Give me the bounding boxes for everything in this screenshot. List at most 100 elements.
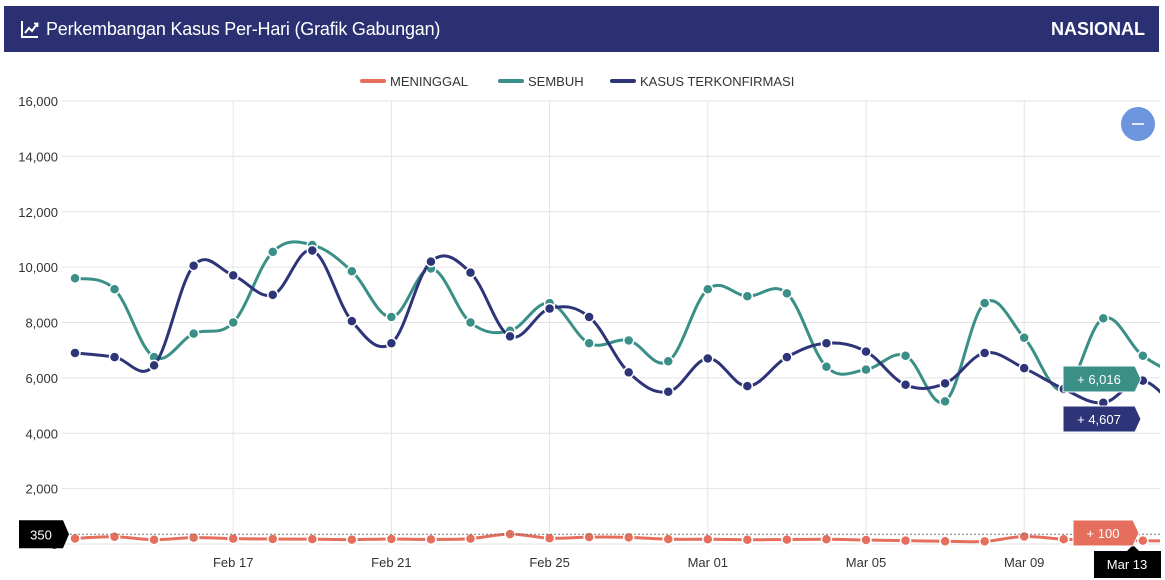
data-point-kasus-terkonfirmasi[interactable] <box>385 337 398 350</box>
data-point-kasus-terkonfirmasi[interactable] <box>860 345 872 358</box>
data-point-meninggal[interactable] <box>978 535 991 548</box>
data-point-meninggal[interactable] <box>860 534 872 546</box>
data-point-kasus-terkonfirmasi[interactable] <box>464 266 477 279</box>
data-point-sembuh[interactable] <box>899 349 912 362</box>
data-point-meninggal[interactable] <box>939 535 951 547</box>
x-tick-label: Feb 17 <box>213 555 253 570</box>
crosshair-x-label-box <box>1094 545 1161 578</box>
data-point-kasus-terkonfirmasi[interactable] <box>69 347 81 359</box>
x-tick-label: Feb 21 <box>371 555 411 570</box>
data-point-sembuh[interactable] <box>662 355 674 368</box>
data-point-sembuh[interactable] <box>1097 312 1110 325</box>
y-tick-label: 6,000 <box>25 371 58 386</box>
data-point-sembuh[interactable] <box>346 265 358 278</box>
legend-label[interactable]: MENINGGAL <box>390 74 468 89</box>
data-point-meninggal[interactable] <box>346 533 358 546</box>
y-tick-label: 2,000 <box>25 482 58 497</box>
chart-header: Perkembangan Kasus Per-Hari (Grafik Gabu… <box>4 6 1159 52</box>
data-point-sembuh[interactable] <box>781 287 793 300</box>
data-point-sembuh[interactable] <box>820 361 833 373</box>
data-point-kasus-terkonfirmasi[interactable] <box>425 255 437 268</box>
data-point-meninggal[interactable] <box>227 532 239 545</box>
data-point-meninggal[interactable] <box>622 531 635 544</box>
data-point-kasus-terkonfirmasi[interactable] <box>939 377 951 390</box>
legend-label[interactable]: SEMBUH <box>528 74 584 89</box>
data-point-meninggal[interactable] <box>899 534 912 547</box>
data-point-sembuh[interactable] <box>741 290 754 302</box>
data-point-sembuh[interactable] <box>69 272 81 284</box>
legend-label[interactable]: KASUS TERKONFIRMASI <box>640 74 794 89</box>
data-point-meninggal[interactable] <box>306 533 319 545</box>
data-point-kasus-terkonfirmasi[interactable] <box>781 351 793 363</box>
y-tick-label: 10,000 <box>18 260 58 275</box>
data-point-sembuh[interactable] <box>385 311 398 323</box>
y-tick-label: 8,000 <box>25 316 58 331</box>
data-point-kasus-terkonfirmasi[interactable] <box>662 385 674 398</box>
data-point-sembuh[interactable] <box>1018 331 1030 344</box>
value-tooltip-sembuh: + 6,016 <box>1077 372 1121 387</box>
value-tooltip-box <box>1062 365 1142 393</box>
data-point-kasus-terkonfirmasi[interactable] <box>267 289 279 301</box>
data-point-meninggal[interactable] <box>662 533 674 545</box>
data-point-kasus-terkonfirmasi[interactable] <box>702 352 714 365</box>
data-point-meninggal[interactable] <box>69 532 81 545</box>
data-point-meninggal[interactable] <box>702 533 714 546</box>
data-point-meninggal[interactable] <box>267 533 279 545</box>
data-point-kasus-terkonfirmasi[interactable] <box>504 330 516 343</box>
data-point-kasus-terkonfirmasi[interactable] <box>741 380 754 392</box>
data-point-kasus-terkonfirmasi[interactable] <box>148 359 160 372</box>
data-point-meninggal[interactable] <box>781 533 793 546</box>
data-point-sembuh[interactable] <box>978 297 991 309</box>
data-point-meninggal[interactable] <box>108 531 121 543</box>
line-chart-icon <box>20 19 40 39</box>
data-point-kasus-terkonfirmasi[interactable] <box>227 269 239 282</box>
data-point-meninggal[interactable] <box>187 531 200 544</box>
data-point-sembuh[interactable] <box>108 283 121 296</box>
data-point-meninggal[interactable] <box>1058 533 1070 546</box>
data-point-kasus-terkonfirmasi[interactable] <box>306 244 319 257</box>
data-point-meninggal[interactable] <box>543 532 556 544</box>
data-point-meninggal[interactable] <box>385 533 398 545</box>
data-point-meninggal[interactable] <box>1018 530 1030 543</box>
value-tooltip-box <box>1072 519 1140 547</box>
data-point-kasus-terkonfirmasi[interactable] <box>108 351 121 363</box>
data-point-kasus-terkonfirmasi[interactable] <box>583 311 595 323</box>
data-point-sembuh[interactable] <box>1137 349 1149 362</box>
data-point-meninggal[interactable] <box>583 531 595 543</box>
data-point-meninggal[interactable] <box>425 533 437 546</box>
header-left: Perkembangan Kasus Per-Hari (Grafik Gabu… <box>20 6 440 52</box>
crosshair-x-label: Mar 13 <box>1107 557 1147 572</box>
data-point-sembuh[interactable] <box>622 334 635 347</box>
data-point-kasus-terkonfirmasi[interactable] <box>899 379 912 391</box>
x-tick-label: Feb 25 <box>529 555 569 570</box>
data-point-kasus-terkonfirmasi[interactable] <box>346 315 358 327</box>
data-point-sembuh[interactable] <box>860 363 872 376</box>
value-tooltip-meninggal: + 100 <box>1087 526 1120 541</box>
data-point-sembuh[interactable] <box>583 337 595 350</box>
data-point-sembuh[interactable] <box>702 283 714 296</box>
data-point-kasus-terkonfirmasi[interactable] <box>1018 362 1030 374</box>
data-point-kasus-terkonfirmasi[interactable] <box>622 366 635 379</box>
x-tick-label: Mar 09 <box>1004 555 1044 570</box>
data-point-sembuh[interactable] <box>267 246 279 258</box>
y-tick-label: 16,000 <box>18 94 58 109</box>
data-point-meninggal[interactable] <box>741 533 754 546</box>
data-point-kasus-terkonfirmasi[interactable] <box>820 337 833 350</box>
data-point-kasus-terkonfirmasi[interactable] <box>187 259 200 272</box>
data-point-kasus-terkonfirmasi[interactable] <box>543 302 556 315</box>
y-tick-label: 4,000 <box>25 426 58 441</box>
zoom-out-button[interactable] <box>1121 107 1155 141</box>
data-point-meninggal[interactable] <box>148 533 160 546</box>
plot-area <box>69 239 1160 548</box>
data-point-sembuh[interactable] <box>464 316 477 329</box>
x-tick-label: Mar 01 <box>688 555 728 570</box>
value-tooltip-kasus-terkonfirmasi: + 4,607 <box>1077 412 1121 427</box>
data-point-kasus-terkonfirmasi[interactable] <box>978 347 991 359</box>
data-point-sembuh[interactable] <box>187 327 200 340</box>
data-point-sembuh[interactable] <box>227 316 239 329</box>
data-point-sembuh[interactable] <box>939 395 951 408</box>
data-point-meninggal[interactable] <box>464 532 477 545</box>
data-point-meninggal[interactable] <box>820 533 833 546</box>
data-point-meninggal[interactable] <box>1137 534 1149 547</box>
